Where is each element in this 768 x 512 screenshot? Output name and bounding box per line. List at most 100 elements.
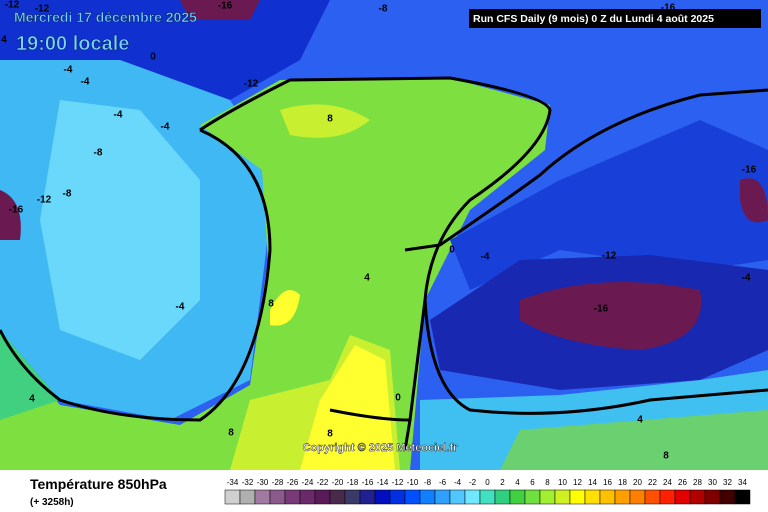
run-box bbox=[469, 9, 761, 28]
scale-swatch bbox=[734, 489, 751, 505]
scale-label: 12 bbox=[573, 478, 582, 487]
scale-label: 4 bbox=[515, 478, 520, 487]
scale-label: -30 bbox=[257, 478, 269, 487]
contour-label: 8 bbox=[327, 429, 333, 440]
contour-label: -12 bbox=[244, 79, 259, 90]
contour-label: 4 bbox=[1, 35, 7, 46]
scale-swatch bbox=[554, 489, 571, 505]
scale-swatch bbox=[374, 489, 391, 505]
scale-label: 16 bbox=[603, 478, 612, 487]
scale-swatch bbox=[404, 489, 421, 505]
scale-label: -18 bbox=[347, 478, 359, 487]
lead-time: (+ 3258h) bbox=[30, 497, 74, 508]
contour-label: -16 bbox=[742, 165, 757, 176]
legend-title: Température 850hPa bbox=[30, 476, 167, 492]
warm-area bbox=[300, 345, 395, 470]
scale-swatch bbox=[704, 489, 721, 505]
scale-swatch bbox=[689, 489, 706, 505]
scale-swatch bbox=[449, 489, 466, 505]
contour-label: 0 bbox=[449, 245, 455, 256]
contour-label: 4 bbox=[637, 415, 643, 426]
contour-label: 4 bbox=[29, 394, 35, 405]
scale-label: 2 bbox=[500, 478, 505, 487]
scale-label: -6 bbox=[439, 478, 447, 487]
scale-swatch bbox=[644, 489, 661, 505]
scale-swatch bbox=[344, 489, 361, 505]
scale-label: 24 bbox=[663, 478, 672, 487]
contour-label: -4 bbox=[64, 65, 73, 76]
scale-label: 14 bbox=[588, 478, 597, 487]
scale-label: -10 bbox=[407, 478, 419, 487]
scale-label: 18 bbox=[618, 478, 627, 487]
scale-label: 6 bbox=[530, 478, 535, 487]
scale-swatch bbox=[524, 489, 541, 505]
scale-label: -32 bbox=[242, 478, 254, 487]
scale-swatch bbox=[419, 489, 436, 505]
contour-label: -8 bbox=[63, 189, 72, 200]
header: Mercredi 17 décembre 2025 19:00 locale R… bbox=[14, 9, 761, 55]
mild-area bbox=[40, 100, 200, 360]
contour-label: -4 bbox=[81, 77, 90, 88]
copyright: Copyright © 2025 Meteociel.fr bbox=[303, 442, 459, 454]
scale-label: -24 bbox=[302, 478, 314, 487]
contour-label: 4 bbox=[364, 273, 370, 284]
scale-label: 30 bbox=[708, 478, 717, 487]
scale-swatch bbox=[224, 489, 241, 505]
contour-label: -4 bbox=[161, 122, 170, 133]
scale-label: 28 bbox=[693, 478, 702, 487]
warm-area bbox=[280, 104, 370, 138]
map: -12 -12 -16 -8 -16 4 0 -4 -4 -12 -4 -4 8 -8 -8 -12 -16 -1… bbox=[0, 0, 768, 470]
scale-label: -2 bbox=[469, 478, 477, 487]
scale-swatch bbox=[659, 489, 676, 505]
scale-swatch bbox=[674, 489, 691, 505]
scale-swatch bbox=[434, 489, 451, 505]
contour-label: -16 bbox=[218, 1, 233, 12]
contour-label: 8 bbox=[663, 451, 669, 462]
forecast-time: 19:00 locale bbox=[16, 33, 129, 55]
scale-swatch bbox=[569, 489, 586, 505]
contour-label: -16 bbox=[661, 3, 676, 14]
scale-label: 8 bbox=[545, 478, 550, 487]
legend: Température 850hPa (+ 3258h) -34 -32 -30 -2… bbox=[30, 476, 751, 508]
scale-label: -34 bbox=[227, 478, 239, 487]
scale-swatch bbox=[584, 489, 601, 505]
scale-swatch bbox=[284, 489, 301, 505]
very-cold-area bbox=[0, 190, 21, 240]
scale-label: -14 bbox=[377, 478, 389, 487]
contour-label: 8 bbox=[268, 299, 274, 310]
contour-label: -12 bbox=[602, 251, 617, 262]
contour-label: -16 bbox=[9, 205, 24, 216]
scale-swatch bbox=[299, 489, 316, 505]
scale-swatch bbox=[254, 489, 271, 505]
scale-label: 20 bbox=[633, 478, 642, 487]
contour-label: -4 bbox=[742, 273, 751, 284]
scale-label: -28 bbox=[272, 478, 284, 487]
scale-swatch bbox=[464, 489, 481, 505]
scale-label: 32 bbox=[723, 478, 732, 487]
contour-label: -12 bbox=[35, 4, 50, 15]
scale-swatch bbox=[389, 489, 406, 505]
scale-label: 0 bbox=[485, 478, 490, 487]
very-cold-area bbox=[180, 0, 260, 20]
scale-swatch bbox=[539, 489, 556, 505]
mild-area bbox=[500, 410, 768, 470]
very-cold-area bbox=[520, 282, 702, 350]
scale-label: -16 bbox=[362, 478, 374, 487]
scale-swatch bbox=[479, 489, 496, 505]
contour-labels: -12 -12 -16 -8 -16 4 0 -4 -4 -12 -4 -4 8 -8 -8 -12 -16 -1… bbox=[1, 0, 756, 462]
scale-label: -4 bbox=[454, 478, 462, 487]
contour-label: 0 bbox=[150, 52, 156, 63]
warm-tongue bbox=[0, 78, 550, 470]
scale-swatch bbox=[314, 489, 331, 505]
scale-label: 26 bbox=[678, 478, 687, 487]
scale-label: -22 bbox=[317, 478, 329, 487]
scale-swatch bbox=[599, 489, 616, 505]
scale-swatch bbox=[614, 489, 631, 505]
scale-label: -12 bbox=[392, 478, 404, 487]
scale-label: -8 bbox=[424, 478, 432, 487]
run-info: Run CFS Daily (9 mois) 0 Z du Lundi 4 ao… bbox=[473, 13, 714, 25]
scale-label: 22 bbox=[648, 478, 657, 487]
scale-swatch bbox=[269, 489, 286, 505]
